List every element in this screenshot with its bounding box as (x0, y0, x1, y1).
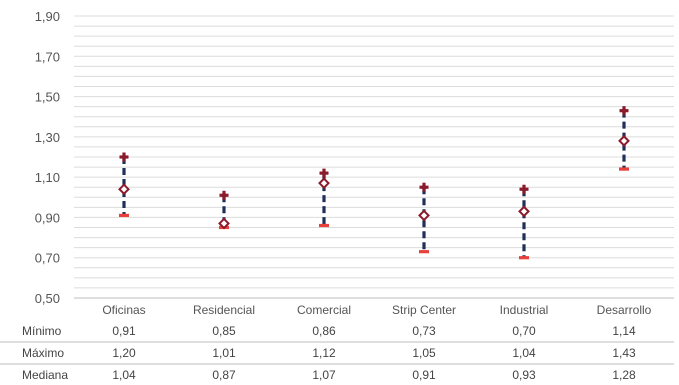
legend-median-label: Mediana (477, 0, 528, 1)
max-point (519, 184, 529, 194)
max-point (619, 106, 629, 116)
table-cell: 1,04 (512, 346, 536, 360)
y-axis-ticks: 0,50 0,70 0,90 1,10 1,30 1,50 1,70 1,90 (35, 9, 60, 306)
y-tick-label: 0,70 (35, 251, 60, 266)
category-labels: Oficinas Residencial Comercial Strip Center… (102, 303, 651, 317)
table-cell: 1,01 (212, 346, 236, 360)
legend-min-label: Mínimo (154, 0, 197, 1)
table-cell: 1,43 (612, 346, 636, 360)
max-point-v (122, 152, 126, 162)
y-tick-label: 1,30 (35, 130, 60, 145)
table-cell: 1,12 (312, 346, 336, 360)
max-point (119, 152, 129, 162)
median-point (618, 134, 630, 147)
table-cell: 1,14 (612, 324, 636, 338)
max-point-v (322, 168, 326, 178)
table-cell: 0,91 (412, 368, 436, 382)
min-point (119, 213, 129, 218)
table-cell: 0,93 (512, 368, 536, 382)
markers (118, 106, 630, 260)
category-label: Oficinas (102, 303, 145, 317)
category-label: Desarrollo (597, 303, 652, 317)
table-cell: 0,91 (112, 324, 136, 338)
median-point (418, 209, 430, 222)
min-point (519, 256, 529, 260)
min-point (319, 223, 329, 228)
max-point (219, 190, 229, 200)
category-label: Industrial (500, 303, 549, 317)
y-tick-label: 1,50 (35, 90, 60, 105)
max-point-v (622, 106, 626, 116)
legend: Mínimo Máximo Mediana (154, 0, 528, 1)
y-tick-label: 0,90 (35, 210, 60, 225)
y-tick-label: 0,50 (35, 291, 60, 306)
table-cell: 1,20 (112, 346, 136, 360)
table-cell: 0,87 (212, 368, 236, 382)
legend-max-label: Máximo (318, 0, 364, 1)
max-point (319, 168, 329, 178)
median-point (318, 177, 330, 190)
table-cell: 0,73 (412, 324, 436, 338)
y-tick-label: 1,70 (35, 49, 60, 64)
median-point (218, 217, 230, 230)
data-table: Mínimo 0,91 0,85 0,86 0,73 0,70 1,14 Máximo 1,20… (0, 324, 674, 382)
category-label: Comercial (297, 303, 351, 317)
table-cell: 1,05 (412, 346, 436, 360)
max-point-v (522, 184, 526, 194)
category-label: Residencial (193, 303, 255, 317)
max-point (419, 182, 429, 192)
table-row-label: Mínimo (22, 324, 62, 338)
min-point (419, 250, 429, 254)
table-cell: 0,70 (512, 324, 536, 338)
y-tick-label: 1,10 (35, 170, 60, 185)
category-label: Strip Center (392, 303, 456, 317)
table-cell: 0,85 (212, 324, 236, 338)
median-point (118, 183, 130, 196)
table-cell: 1,04 (112, 368, 136, 382)
table-cell: 1,28 (612, 368, 636, 382)
max-point-v (422, 182, 426, 192)
min-point (619, 167, 629, 171)
table-cell: 0,86 (312, 324, 336, 338)
max-point-v (222, 190, 226, 200)
table-cell: 1,07 (312, 368, 336, 382)
y-tick-label: 1,90 (35, 9, 60, 24)
table-row-label: Máximo (22, 346, 64, 360)
table-row-label: Mediana (22, 368, 68, 382)
median-point (518, 205, 530, 218)
grid (74, 15, 674, 299)
range-lines (122, 110, 626, 258)
